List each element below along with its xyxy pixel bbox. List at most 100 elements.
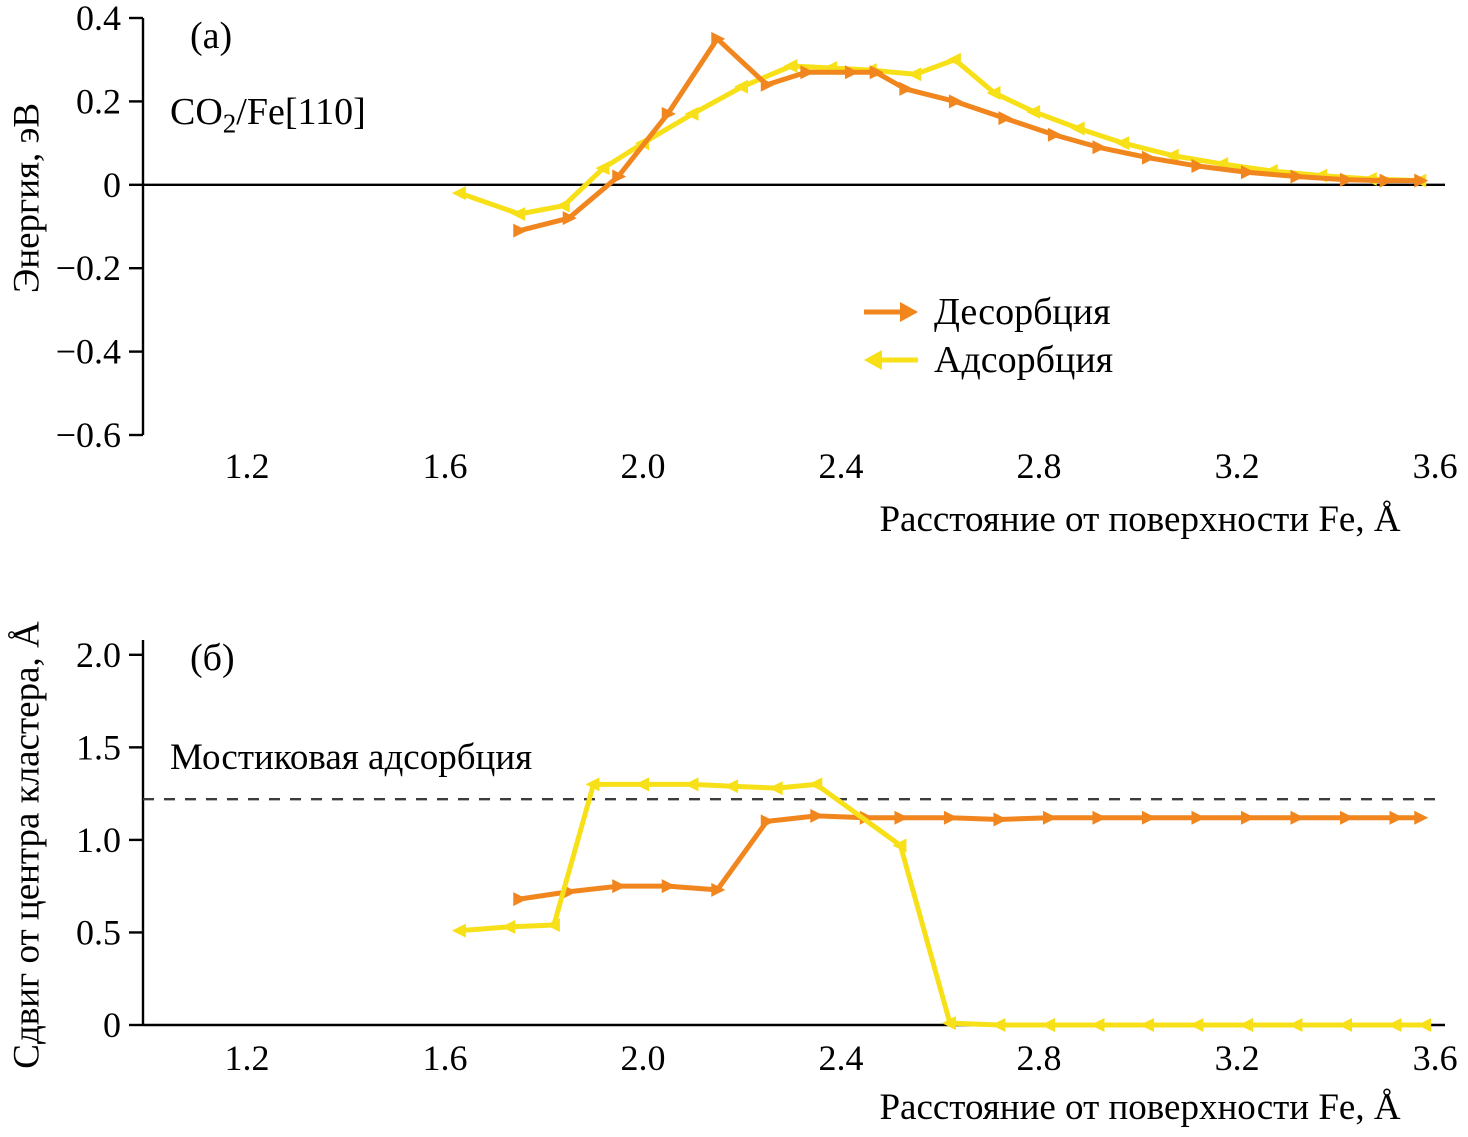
panel-b: 2.0 1.5 1.0 0.5 0 1.2 1.6 2.0 2.4 2.8 3.2 3.6 — [76, 635, 1458, 1078]
desorption-marker — [1290, 810, 1305, 825]
adsorption-marker — [1288, 1018, 1303, 1032]
desorption-marker — [661, 106, 676, 121]
adsorption-marker — [1238, 1018, 1253, 1032]
title-prefix: CO — [170, 91, 223, 133]
adsorption-marker — [555, 198, 570, 213]
x-tick-label: 2.8 — [1017, 1038, 1062, 1078]
y-tick-label: 0.4 — [76, 0, 121, 38]
title-subscript: 2 — [222, 108, 237, 139]
desorption-marker — [1141, 810, 1156, 825]
y-tick-label: −0.4 — [56, 332, 121, 372]
desorption-marker — [711, 31, 726, 46]
desorption-marker — [760, 814, 775, 829]
x-axis-label-a: Расстояние от поверхности Fe, Å — [879, 499, 1401, 540]
adsorption-arrow-icon — [864, 350, 918, 370]
adsorption-line — [457, 781, 1428, 1028]
adsorption-marker — [783, 58, 798, 73]
desorption-marker — [612, 879, 627, 894]
bridge-adsorption-annotation: Мостиковая адсорбция — [170, 737, 533, 778]
adsorption-marker — [1417, 1018, 1432, 1032]
y-tick-label: 0 — [103, 165, 121, 205]
y-tick-label: 0.2 — [76, 81, 121, 121]
adsorption-marker — [1189, 1018, 1204, 1032]
y-tick-label: 0 — [103, 1005, 121, 1045]
legend: Десорбция Адсорбция — [862, 290, 1113, 382]
desorption-marker — [661, 879, 676, 894]
x-tick-label: 2.0 — [621, 1038, 666, 1078]
desorption-line — [516, 813, 1423, 902]
desorption-marker — [1414, 810, 1429, 825]
adsorption-marker — [907, 67, 922, 82]
y-tick-label: 1.0 — [76, 820, 121, 860]
legend-label-desorption: Десорбция — [934, 291, 1111, 333]
y-tick-label: 1.5 — [76, 727, 121, 767]
series-adsorption — [451, 777, 1432, 1032]
desorption-marker — [1042, 810, 1057, 825]
adsorption-marker — [545, 918, 560, 933]
y-tick-label: 2.0 — [76, 635, 121, 675]
desorption-marker — [612, 169, 627, 184]
legend-label-adsorption: Адсорбция — [934, 339, 1114, 381]
desorption-marker — [869, 65, 884, 80]
chart-a-title: CO2/Fe[110] — [170, 90, 366, 140]
desorption-marker — [1240, 165, 1255, 180]
adsorption-marker — [892, 838, 907, 853]
adsorption-marker — [986, 86, 1001, 101]
adsorption-marker — [1337, 1018, 1352, 1032]
desorption-marker — [562, 211, 577, 226]
adsorption-marker — [635, 777, 650, 792]
y-axis-label-b: Сдвиг от центра кластера, Å — [6, 621, 48, 1069]
x-tick-label: 3.2 — [1215, 1038, 1260, 1078]
series-desorption — [513, 31, 1429, 238]
adsorption-marker — [511, 206, 526, 221]
x-tick-label: 3.2 — [1215, 446, 1260, 486]
desorption-marker — [1092, 140, 1107, 155]
y-tick-label: −0.6 — [56, 415, 121, 455]
series-desorption — [513, 808, 1429, 907]
desorption-marker — [513, 223, 528, 238]
adsorption-marker — [501, 919, 516, 934]
x-tick-label: 2.0 — [621, 446, 666, 486]
adsorption-marker — [1040, 1018, 1055, 1032]
desorption-arrow-icon — [864, 302, 918, 322]
adsorption-marker — [1164, 148, 1179, 163]
x-tick-label: 3.6 — [1413, 1038, 1458, 1078]
x-tick-label: 2.4 — [819, 446, 864, 486]
adsorption-marker — [768, 781, 783, 796]
adsorption-marker — [585, 777, 600, 792]
desorption-marker — [760, 77, 775, 92]
x-tick-label: 3.6 — [1413, 446, 1458, 486]
desorption-marker — [1191, 159, 1206, 174]
x-axis-label-b: Расстояние от поверхности Fe, Å — [879, 1087, 1401, 1128]
adsorption-line — [457, 57, 1423, 217]
desorption-marker — [1339, 810, 1354, 825]
legend-item-adsorption: Адсорбция — [862, 338, 1113, 382]
adsorption-marker — [734, 79, 749, 94]
adsorption-marker — [1115, 136, 1130, 151]
x-tick-label: 2.4 — [819, 1038, 864, 1078]
desorption-marker — [894, 810, 909, 825]
desorption-marker — [943, 810, 958, 825]
desorption-marker — [800, 65, 815, 80]
desorption-marker — [810, 808, 825, 823]
x-tick-label: 1.2 — [224, 446, 269, 486]
desorption-marker — [1339, 172, 1354, 187]
adsorption-marker — [1139, 1018, 1154, 1032]
desorption-marker — [948, 94, 963, 109]
adsorption-marker — [684, 106, 699, 121]
desorption-line — [516, 36, 1423, 234]
x-tick-label: 1.2 — [224, 1038, 269, 1078]
panel-b-label: (б) — [190, 637, 235, 679]
desorption-marker — [993, 812, 1008, 827]
x-tick-label: 2.8 — [1017, 446, 1062, 486]
desorption-marker — [711, 882, 726, 897]
adsorption-marker — [451, 923, 466, 938]
adsorption-marker — [941, 1016, 956, 1031]
desorption-marker — [1389, 810, 1404, 825]
adsorption-marker — [1026, 104, 1041, 119]
adsorption-marker — [991, 1018, 1006, 1032]
adsorption-marker — [946, 52, 961, 67]
desorption-marker — [1290, 169, 1305, 184]
title-suffix: /Fe[110] — [236, 91, 366, 133]
